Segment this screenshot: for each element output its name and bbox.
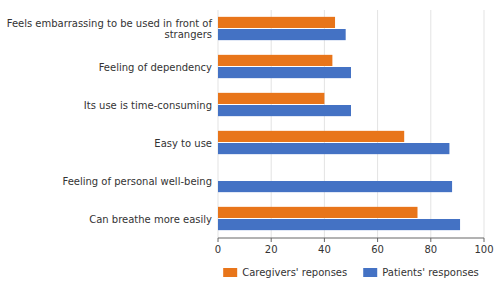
y-axis-labels: Feels embarrassing to be used in front o… xyxy=(7,18,213,225)
x-tick xyxy=(218,238,219,242)
bar xyxy=(218,93,324,104)
bar xyxy=(218,143,449,154)
category-label: Its use is time-consuming xyxy=(84,100,212,111)
chart-svg: Feels embarrassing to be used in front o… xyxy=(0,0,500,286)
bar xyxy=(218,169,219,180)
category-label-line: Its use is time-consuming xyxy=(84,100,212,111)
x-tick-label: 0 xyxy=(215,244,221,255)
legend-swatch xyxy=(223,268,237,277)
category-label: Can breathe more easily xyxy=(89,214,212,225)
bar xyxy=(218,67,351,78)
grid-line xyxy=(324,10,325,238)
grid-line xyxy=(271,10,272,238)
x-tick-label: 80 xyxy=(424,244,437,255)
legend-label: Caregivers' reponses xyxy=(242,267,347,278)
x-tick-label: 40 xyxy=(318,244,331,255)
category-label-line: Feeling of personal well-being xyxy=(62,176,212,187)
bars xyxy=(218,17,460,230)
category-label-line: Feels embarrassing to be used in front o… xyxy=(7,18,213,29)
x-tick-label: 60 xyxy=(371,244,384,255)
bar xyxy=(218,17,335,28)
category-label: Feeling of dependency xyxy=(99,62,212,73)
x-tick xyxy=(271,238,272,242)
grid xyxy=(218,10,484,238)
category-label-line: Feeling of dependency xyxy=(99,62,212,73)
x-axis-line xyxy=(218,238,484,239)
legend-label: Patients' responses xyxy=(382,267,479,278)
grid-line xyxy=(218,10,219,238)
bar xyxy=(218,29,346,40)
category-label: Feels embarrassing to be used in front o… xyxy=(7,18,213,40)
grid-line xyxy=(484,10,485,238)
x-tick xyxy=(377,238,378,242)
grid-line xyxy=(377,10,378,238)
bar xyxy=(218,131,404,142)
bar xyxy=(218,105,351,116)
x-tick-label: 20 xyxy=(265,244,278,255)
x-tick-label: 100 xyxy=(474,244,493,255)
x-axis: 0 20 40 60 80 100 xyxy=(215,238,494,255)
category-label-line: Easy to use xyxy=(154,138,212,149)
category-label-line: Can breathe more easily xyxy=(89,214,212,225)
x-tick xyxy=(484,238,485,242)
category-label: Easy to use xyxy=(154,138,212,149)
bar xyxy=(218,181,452,192)
category-label: Feeling of personal well-being xyxy=(62,176,212,187)
bar xyxy=(218,219,460,230)
x-tick xyxy=(430,238,431,242)
chart-container: Feels embarrassing to be used in front o… xyxy=(0,0,500,286)
bar xyxy=(218,55,332,66)
grid-line xyxy=(430,10,431,238)
legend-swatch xyxy=(363,268,377,277)
x-tick xyxy=(324,238,325,242)
bar xyxy=(218,207,418,218)
legend: Caregivers' reponses Patients' responses xyxy=(223,267,479,278)
category-label-line: strangers xyxy=(164,29,212,40)
